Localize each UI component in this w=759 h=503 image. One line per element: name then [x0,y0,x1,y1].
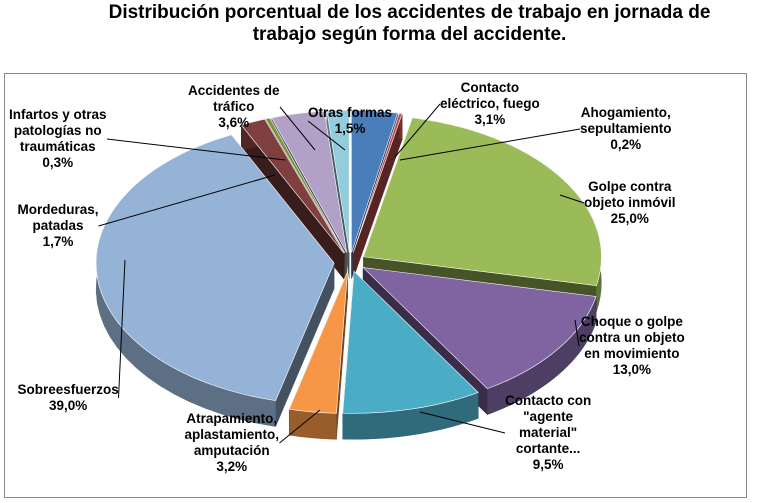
slice-name-line: en movimiento [584,346,680,361]
pie-slice [326,110,350,253]
pie-slice [351,110,398,253]
slice-name-line: Contacto con [505,393,592,408]
slice-name-line: patologías no [13,123,102,138]
pie-slice [265,117,346,254]
slice-name-line: eléctrico, fuego [440,96,540,111]
slice-value: 3,1% [474,112,506,127]
slice-label: Choque o golpe contra un objeto en movimie… [579,314,685,378]
slice-value: 0,3% [42,155,74,170]
leader-line [394,103,441,158]
slice-value: 13,0% [612,362,652,377]
chart-title-line-2: trabajo según forma del accidente. [252,24,567,45]
leader-line [106,138,286,161]
slice-label: Otras formas 1,5% [308,105,392,137]
slice-label: Accidentes de tráfico 3,6% [188,83,280,131]
slice-label: Golpe contra objeto inmóvil 25,0% [584,179,676,227]
pie-slice [342,270,479,414]
slice-value: 25,0% [610,211,649,226]
slice-name-line: Otras formas [308,105,393,120]
slice-value: 1,7% [42,234,74,249]
pie-slice [362,267,597,389]
slice-label: Contacto eléctrico, fuego 3,1% [440,80,540,128]
pie-slice [362,117,602,287]
slice-name-line: Atrapamiento, [186,411,278,426]
slice-name-line: Contacto [460,80,520,95]
slice-name-line: Accidentes de [188,83,280,98]
slice-value: 0,2% [610,137,642,152]
slice-label: Ahogamiento, sepultamiento 0,2% [580,105,672,153]
leader-line [559,194,585,204]
slice-label: Sobreesfuerzos 39,0% [18,382,119,414]
pie-slice [271,110,348,253]
slice-name-line: tráfico [213,99,255,114]
chart-title: Distribución porcentual de los accidente… [60,2,759,46]
slice-name-line: Ahogamiento, [580,105,671,120]
leader-line [279,409,321,444]
slice-name-line: Golpe contra [588,179,672,194]
slice-label: Contacto con "agente material" cortante... 9… [505,393,591,473]
pie-slice [95,134,335,401]
leader-line [574,319,580,347]
slice-name-line: contra un objeto [579,330,685,345]
chart-title-line-1: Distribución porcentual de los accidente… [108,2,711,23]
slice-label: Mordeduras, patadas 1,7% [18,202,99,250]
leader-line [279,106,316,151]
slice-name-line: Sobreesfuerzos [17,382,119,397]
slice-name-line: traumáticas [19,139,96,154]
slice-name-line: "agente [523,409,574,424]
leader-lines [98,103,585,444]
leader-line [118,259,126,399]
slice-name-line: objeto inmóvil [584,195,676,210]
slice-value: 39,0% [49,398,88,413]
leader-line [98,174,276,227]
slice-name-line: patadas [32,218,84,233]
slice-value: 9,5% [532,457,564,472]
slice-label: Infartos y otras patologías no traumáticas… [9,107,107,171]
slice-name-line: cortante... [515,441,581,456]
leader-line [307,120,346,151]
slice-name-line: amputación [193,443,270,458]
slice-name-line: Choque o golpe [580,314,683,329]
leader-line [399,128,581,161]
slice-outer-wall [289,408,337,440]
pie-slice [288,271,348,414]
slice-name-line: aplastamiento, [184,427,280,442]
slice-value: 3,2% [216,459,248,474]
slice-name-line: Infartos y otras [9,107,107,122]
slice-value: 1,5% [334,121,366,136]
pie-slice [240,118,345,254]
pie-slice [352,112,403,253]
leader-line [419,411,506,434]
slice-value: 3,6% [218,115,250,130]
slice-label: Atrapamiento, aplastamiento, amputación 3,2… [185,411,280,475]
slice-name-line: material" [519,425,578,440]
slice-name-line: sepultamiento [580,121,672,136]
pie-tops [95,110,602,414]
slice-name-line: Mordeduras, [17,202,99,217]
